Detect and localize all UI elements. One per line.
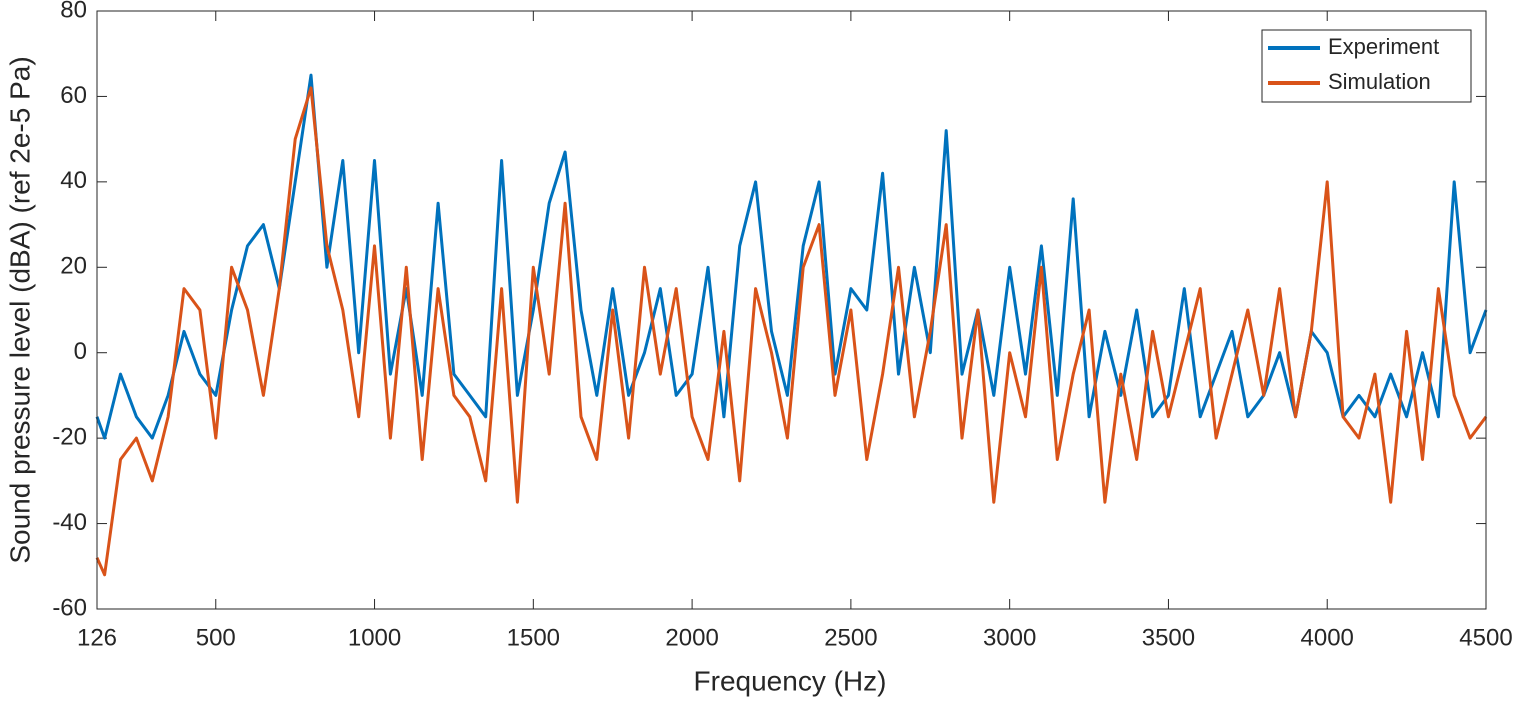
y-tick-label: 80 [60, 0, 87, 23]
x-tick-label: 4500 [1459, 624, 1512, 651]
y-tick-label: 0 [74, 338, 87, 365]
y-tick-label: -20 [52, 423, 87, 450]
x-tick-label: 3500 [1142, 624, 1195, 651]
y-tick-label: -40 [52, 509, 87, 536]
axes-box [96, 10, 1487, 610]
series-line [95, 86, 1488, 577]
y-tick-label: -60 [52, 594, 87, 621]
y-tick-label: 20 [60, 253, 87, 280]
x-axis-title: Frequency (Hz) [694, 665, 887, 696]
y-tick-label: 40 [60, 167, 87, 194]
x-tick-label: 1500 [507, 624, 560, 651]
x-tick-label: 1000 [348, 624, 401, 651]
legend-label: Simulation [1328, 69, 1431, 94]
y-axis-title: Sound pressure level (dBA) (ref 2e-5 Pa) [4, 56, 35, 563]
y-tick-label: 60 [60, 82, 87, 109]
x-tick-label: 3000 [983, 624, 1036, 651]
legend-label: Experiment [1328, 34, 1439, 59]
x-tick-label: 500 [196, 624, 236, 651]
legend: Experiment Simulation [1261, 29, 1472, 103]
x-tick-label: 4000 [1301, 624, 1354, 651]
x-tick-label: 2500 [824, 624, 877, 651]
plot-area [97, 11, 1486, 609]
x-tick-label: 2000 [665, 624, 718, 651]
legend-box [1261, 29, 1472, 103]
x-tick-label: 126 [77, 624, 117, 651]
